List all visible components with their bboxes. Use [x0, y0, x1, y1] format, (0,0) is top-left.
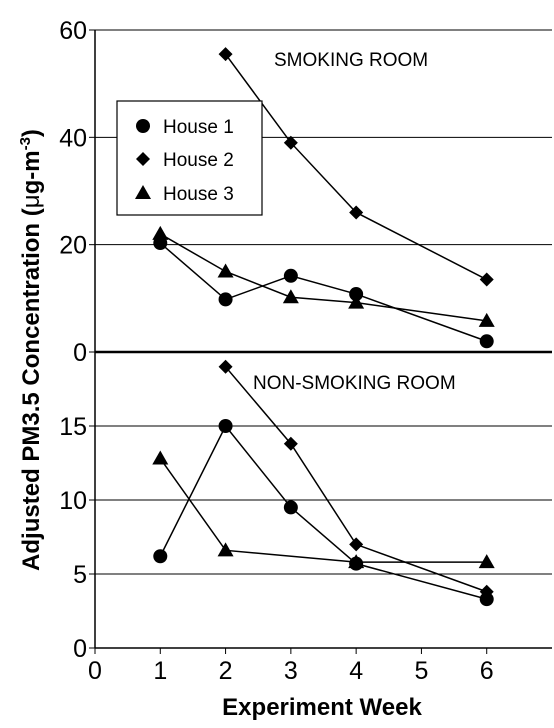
- ytick-label-panel2-0: 0: [73, 635, 87, 663]
- series-line-panel1-house-1: [159, 242, 487, 342]
- ytick-label-panel2-5: 5: [73, 561, 87, 589]
- point-panel2-house-2-week-3: [283, 436, 298, 451]
- point-panel1-house-3-week-6: [478, 312, 495, 327]
- series-line-panel1-house-3: [159, 233, 487, 322]
- lower-panel-annotation: NON-SMOKING ROOM: [253, 373, 456, 394]
- point-panel1-house-1-week-4: [349, 287, 364, 302]
- tick-labels: 0 20 40 60 0 5 10 15 0 1 2 3 4 5 6: [59, 17, 493, 685]
- legend: House 1 House 2 House 3: [116, 100, 263, 216]
- point-panel2-house-3-week-1: [152, 450, 169, 465]
- point-panel1-house-3-week-2: [217, 263, 234, 278]
- y-axis-title-close: ): [18, 129, 45, 137]
- point-panel1-house-3-week-1: [152, 225, 169, 240]
- axes: [89, 29, 552, 654]
- point-panel1-house-3-week-3: [282, 289, 299, 304]
- ytick-label-panel1-20: 20: [59, 232, 87, 260]
- point-panel1-house-2-week-4: [349, 205, 364, 220]
- upper-panel-annotation: SMOKING ROOM: [274, 50, 428, 71]
- point-panel2-house-1-week-2: [218, 419, 233, 433]
- series-line-panel2-house-3: [159, 458, 487, 563]
- point-panel2-house-3-week-6: [478, 554, 495, 569]
- xtick-label-4: 4: [349, 657, 363, 685]
- point-panel2-house-2-week-2: [218, 359, 233, 374]
- ytick-label-panel1-60: 60: [59, 17, 87, 45]
- point-panel1-house-2-week-2: [218, 47, 233, 62]
- point-panel1-house-1-week-3: [283, 268, 298, 283]
- xtick-label-6: 6: [480, 657, 494, 685]
- xtick-label-3: 3: [284, 657, 298, 685]
- point-panel1-house-1-week-2: [218, 292, 233, 307]
- point-panel2-house-3-week-2: [217, 542, 234, 557]
- series-line-panel1-house-2: [224, 53, 488, 281]
- legend-label-house-1: House 1: [163, 117, 234, 138]
- series-line-panel2-house-2: [224, 366, 487, 593]
- xtick-label-1: 1: [153, 657, 167, 685]
- y-axis-title-main: Adjusted PM3.5 Concentration (: [18, 208, 45, 571]
- point-panel2-house-1-week-3: [283, 500, 298, 515]
- ytick-label-panel1-0: 0: [73, 339, 87, 367]
- point-panel2-house-3-week-4: [348, 554, 365, 569]
- y-axis-title-unit: g-m: [18, 150, 45, 194]
- point-panel1-house-3-week-4: [348, 294, 365, 309]
- point-panel1-house-2-week-6: [479, 272, 494, 287]
- point-panel2-house-1-week-1: [153, 549, 168, 564]
- ytick-label-panel2-15: 15: [59, 413, 87, 441]
- x-axis-title: Experiment Week: [222, 694, 422, 721]
- legend-symbol-house-3: [135, 185, 151, 199]
- point-panel2-house-2-week-6: [479, 584, 494, 599]
- legend-label-house-2: House 2: [163, 150, 234, 171]
- point-panel1-house-1-week-6: [479, 334, 494, 349]
- point-panel2-house-2-week-4: [349, 537, 364, 552]
- y-axis-title-superscript: -3: [17, 137, 34, 150]
- series-markers: [152, 47, 495, 607]
- y-axis-title-mu: μ: [18, 194, 45, 208]
- legend-symbol-house-2: [136, 152, 150, 166]
- y-axis-title: Adjusted PM3.5 Concentration (μg-m-3): [17, 129, 45, 571]
- legend-label-house-3: House 3: [163, 184, 234, 205]
- point-panel2-house-1-week-6: [479, 592, 494, 607]
- ytick-label-panel2-10: 10: [59, 487, 87, 515]
- xtick-label-0: 0: [88, 657, 102, 685]
- ytick-label-panel1-40: 40: [59, 124, 87, 152]
- series-line-panel2-house-1: [159, 424, 487, 600]
- point-panel1-house-2-week-3: [283, 135, 298, 150]
- xtick-label-5: 5: [414, 657, 428, 685]
- xtick-label-2: 2: [219, 657, 233, 685]
- legend-symbol-house-1: [136, 119, 150, 133]
